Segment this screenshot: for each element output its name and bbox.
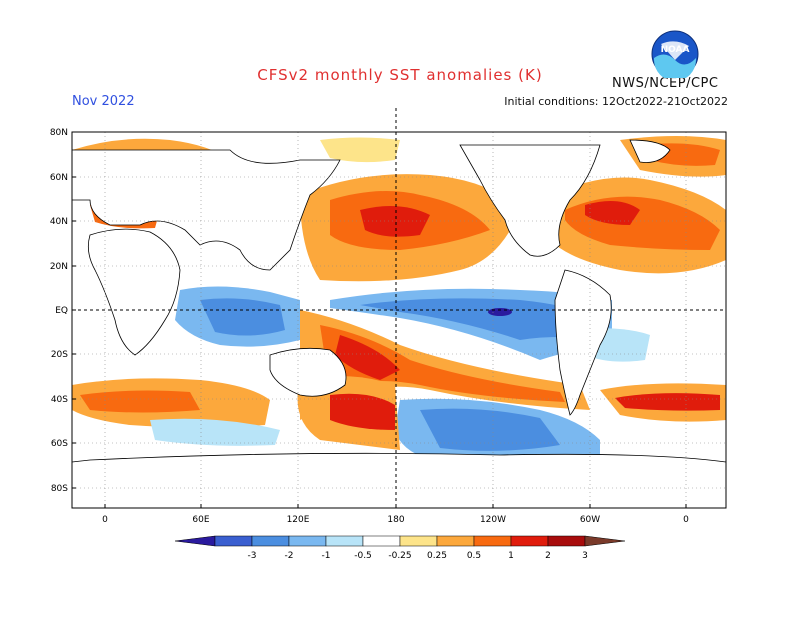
lon-tick-label: 0 [102,515,108,525]
lon-tick-label: 120E [287,515,310,525]
initial-conditions: Initial conditions: 12Oct2022-21Oct2022 [504,95,728,108]
colorbar-tick-label: 3 [582,551,588,561]
colorbar-segment [214,535,253,547]
colorbar-segment [399,535,438,547]
forecast-month: Nov 2022 [72,94,135,109]
logo-text: NOAA [661,45,690,55]
map-frame [71,131,727,509]
lat-tick-label: 20N [50,262,68,272]
colorbar-segment [362,535,401,547]
map-title: CFSv2 monthly SST anomalies (K) [257,66,543,84]
colorbar-tick-label: -3 [248,551,257,561]
continents [72,139,726,508]
colorbar-tick-label: 1 [508,551,514,561]
colorbar-tick-label: 0.25 [427,551,447,561]
lat-tick-label: 40N [50,217,68,227]
lon-tick-label: 180 [387,515,404,525]
colorbar-segment [510,535,549,547]
lat-tick-label: 20S [51,350,68,360]
eurasia [72,149,341,271]
lat-tick-label: 80N [50,128,68,138]
lon-tick-label: 60W [580,515,600,525]
longitude-axis: 0 60E 120E 180 120W 60W 0 [102,504,689,525]
latitude-axis: 80N 60N 40N 20N EQ 20S 40S 60S 80S [50,128,76,494]
colorbar-tick-label: -1 [322,551,331,561]
colorbar-tick-label: -2 [285,551,294,561]
greenland [629,139,671,163]
antarctica [72,452,726,508]
colorbar-segment [325,535,364,547]
colorbar-segment [251,535,290,547]
lat-tick-label: 80S [51,484,68,494]
lon-tick-label: 0 [683,515,689,525]
cold-anomaly-core [488,308,512,316]
lon-tick-label: 120W [480,515,506,525]
agency-label: NWS/NCEP/CPC [612,76,719,91]
lat-tick-label: 60N [50,173,68,183]
colorbar-tick-label: -0.5 [354,551,372,561]
colorbar-segment [288,535,327,547]
colorbar-segment [547,535,586,547]
australia [269,347,347,397]
lon-tick-label: 60E [192,515,209,525]
south-america [554,269,612,416]
lat-tick-label: 60S [51,439,68,449]
noaa-logo: NOAA [651,30,699,78]
colorbar-segment [436,535,475,547]
colorbar-arrow-right [584,535,626,547]
graticule [72,131,726,508]
colorbar-tick-label: 0.5 [467,551,481,561]
colorbar: -3 -2 -1 -0.5 -0.25 0.25 0.5 1 2 3 [174,535,626,561]
colorbar-tick-label: 2 [545,551,551,561]
colorbar-tick-label: -0.25 [388,551,411,561]
colorbar-arrow-left [174,535,216,547]
lat-tick-label: EQ [55,306,68,316]
africa [87,228,181,356]
colorbar-segment [473,535,512,547]
north-america [459,144,601,257]
lat-tick-label: 40S [51,395,68,405]
